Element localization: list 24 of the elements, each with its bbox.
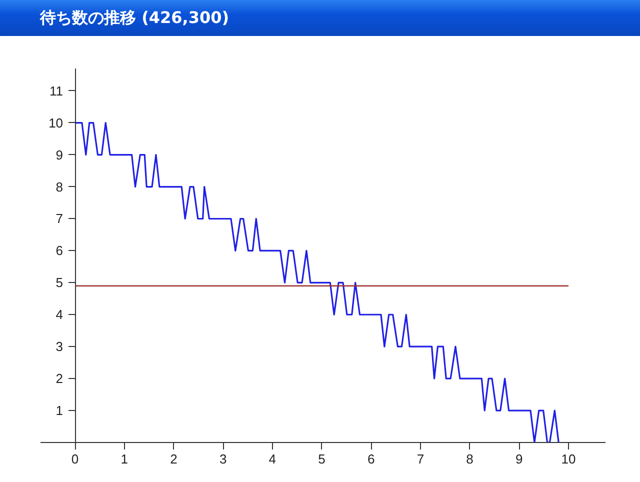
y-tick-label: 8: [56, 179, 64, 194]
x-tick-label: 1: [120, 452, 128, 466]
y-tick-label: 6: [56, 243, 64, 258]
y-tick-label: 5: [56, 275, 64, 290]
x-tick-label: 10: [561, 452, 576, 466]
x-tick-label: 0: [71, 452, 79, 466]
x-tick-label: 5: [318, 452, 326, 466]
x-tick-label: 2: [170, 452, 178, 466]
x-tick-label: 6: [367, 452, 375, 466]
x-tick-label: 9: [516, 452, 523, 466]
x-tick-label: 4: [268, 452, 276, 466]
y-tick-label: 10: [48, 115, 64, 130]
line-series: [74, 122, 560, 442]
x-tick-label: 8: [466, 452, 474, 466]
y-tick-label: 3: [56, 339, 64, 354]
y-tick-label: 4: [56, 307, 64, 322]
y-tick-label: 7: [56, 211, 64, 226]
x-tick-label: 3: [219, 452, 227, 466]
x-tick-label: 7: [416, 452, 424, 466]
chart-title: 待ち数の推移 (426,300): [0, 0, 640, 36]
y-tick-label: 2: [56, 371, 64, 386]
y-tick-label: 11: [50, 83, 64, 98]
y-tick-label: 9: [56, 147, 64, 162]
y-tick-label: 1: [56, 403, 64, 418]
